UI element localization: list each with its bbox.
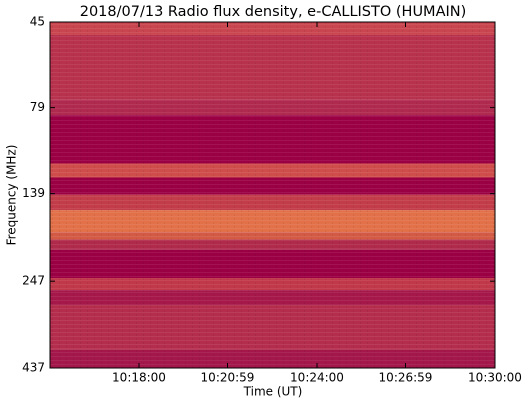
x-tick-label: 10:18:00 bbox=[112, 371, 166, 385]
y-tick-label: 79 bbox=[30, 100, 45, 114]
x-tick-label: 10:30:00 bbox=[468, 371, 522, 385]
x-axis-label: Time (UT) bbox=[243, 385, 303, 399]
y-tick-label: 139 bbox=[22, 186, 45, 200]
x-tick-label: 10:24:00 bbox=[290, 371, 344, 385]
y-tick-label: 437 bbox=[22, 361, 45, 375]
chart-title: 2018/07/13 Radio flux density, e-CALLIST… bbox=[80, 4, 467, 20]
y-tick-label: 45 bbox=[30, 15, 45, 29]
texture bbox=[50, 22, 495, 368]
x-tick-label: 10:20:59 bbox=[201, 371, 255, 385]
y-tick-label: 247 bbox=[22, 274, 45, 288]
spectrogram bbox=[50, 22, 495, 368]
plot-frame bbox=[49, 21, 496, 369]
y-axis-label: Frequency (MHz) bbox=[5, 145, 19, 246]
x-tick-label: 10:26:59 bbox=[379, 371, 433, 385]
